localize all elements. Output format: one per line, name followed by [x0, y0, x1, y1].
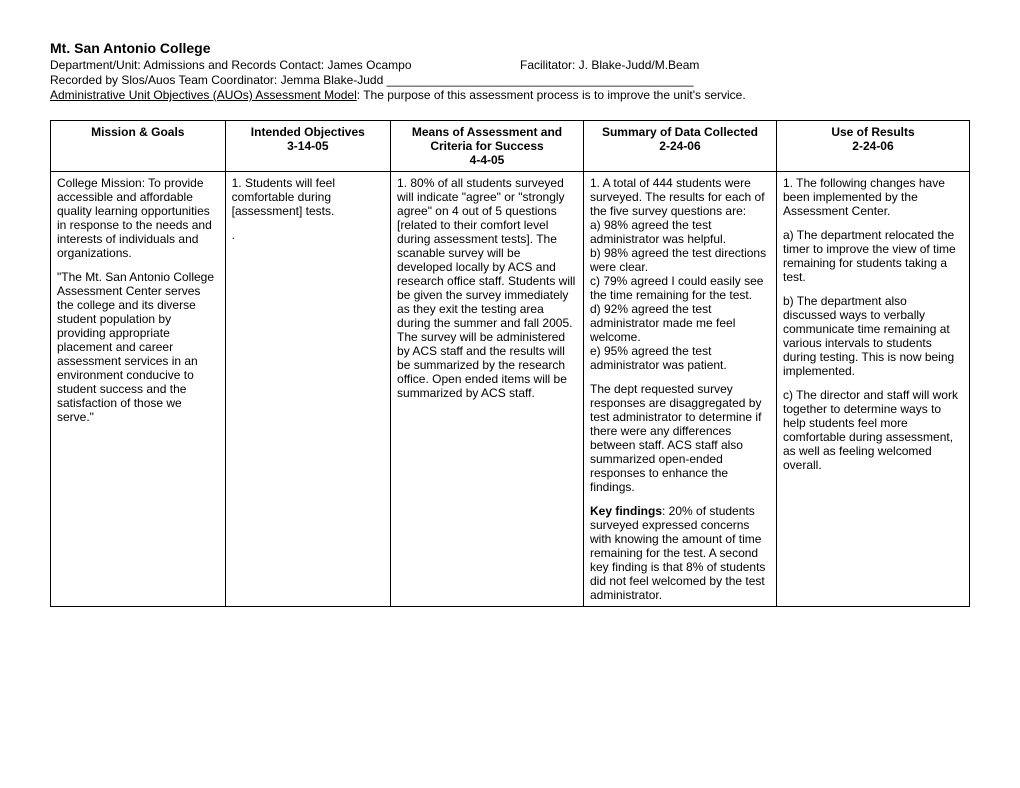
- summary-a: a) 98% agreed the test administrator was…: [590, 218, 770, 246]
- objectives-p2: .: [232, 228, 384, 242]
- use-a: a) The department relocated the timer to…: [783, 228, 963, 284]
- cell-summary: 1. A total of 444 students were surveyed…: [584, 172, 777, 607]
- kf-label: Key findings: [590, 504, 662, 518]
- cell-mission: College Mission: To provide accessible a…: [51, 172, 226, 607]
- model-desc: : The purpose of this assessment process…: [357, 88, 746, 102]
- col-header-objectives: Intended Objectives 3-14-05: [225, 121, 390, 172]
- col-header-means: Means of Assessment and Criteria for Suc…: [391, 121, 584, 172]
- recorded-by-line: Recorded by Slos/Auos Team Coordinator: …: [50, 73, 970, 87]
- model-line: Administrative Unit Objectives (AUOs) As…: [50, 88, 970, 102]
- table-header-row: Mission & Goals Intended Objectives 3-14…: [51, 121, 970, 172]
- cell-means: 1. 80% of all students surveyed will ind…: [391, 172, 584, 607]
- use-c: c) The director and staff will work toge…: [783, 388, 963, 472]
- summary-d: d) 92% agreed the test administrator mad…: [590, 302, 770, 344]
- col-header-use: Use of Results 2-24-06: [776, 121, 969, 172]
- mission-p1: College Mission: To provide accessible a…: [57, 176, 219, 260]
- col-header-summary: Summary of Data Collected 2-24-06: [584, 121, 777, 172]
- dept-unit-line: Department/Unit: Admissions and Records …: [50, 58, 520, 72]
- use-intro: 1. The following changes have been imple…: [783, 176, 963, 218]
- summary-intro: 1. A total of 444 students were surveyed…: [590, 176, 770, 218]
- assessment-table: Mission & Goals Intended Objectives 3-14…: [50, 120, 970, 607]
- cell-use: 1. The following changes have been imple…: [776, 172, 969, 607]
- col-header-mission: Mission & Goals: [51, 121, 226, 172]
- document-header: Mt. San Antonio College Department/Unit:…: [50, 40, 970, 102]
- means-p1: 1. 80% of all students surveyed will ind…: [397, 176, 577, 400]
- summary-e: e) 95% agreed the test administrator was…: [590, 344, 770, 372]
- facilitator-line: Facilitator: J. Blake-Judd/M.Beam: [520, 58, 970, 72]
- summary-p2: The dept requested survey responses are …: [590, 382, 770, 494]
- kf-text: : 20% of students surveyed expressed con…: [590, 504, 765, 602]
- college-title: Mt. San Antonio College: [50, 40, 970, 56]
- cell-objectives: 1. Students will feel comfortable during…: [225, 172, 390, 607]
- objectives-p1: 1. Students will feel comfortable during…: [232, 176, 384, 218]
- table-row: College Mission: To provide accessible a…: [51, 172, 970, 607]
- summary-c: c) 79% agreed I could easily see the tim…: [590, 274, 770, 302]
- summary-keyfindings: Key findings: 20% of students surveyed e…: [590, 504, 770, 602]
- model-label: Administrative Unit Objectives (AUOs) As…: [50, 88, 357, 102]
- use-b: b) The department also discussed ways to…: [783, 294, 963, 378]
- summary-b: b) 98% agreed the test directions were c…: [590, 246, 770, 274]
- mission-p2: "The Mt. San Antonio College Assessment …: [57, 270, 219, 424]
